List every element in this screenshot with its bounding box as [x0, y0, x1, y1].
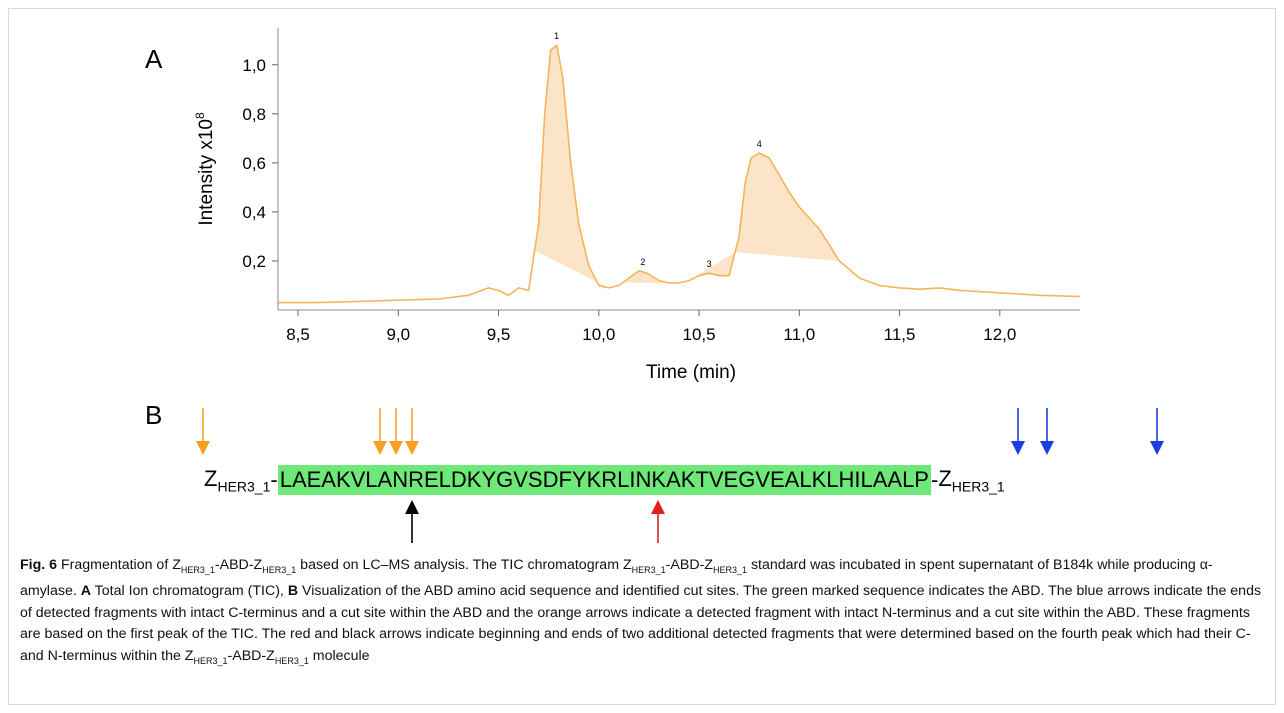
tic-chromatogram: 1 2 3 4 8,5 9,0 9,5 10,0 10,5 11,0 11,5 12,0 0,2 0,… [193, 28, 1081, 383]
y-tick-label: 0,8 [242, 105, 266, 124]
peak-fill-3 [689, 252, 736, 281]
dash-right: - [930, 467, 939, 492]
x-axis-label: Time (min) [646, 362, 736, 383]
caption-fig-number: Fig. 6 [20, 557, 58, 573]
peak-label-3: 3 [707, 259, 712, 269]
x-tick-label: 9,5 [487, 325, 511, 344]
y-tick-label: 0,2 [242, 252, 266, 271]
blue-arrow [1040, 408, 1054, 455]
x-tick-label: 11,0 [783, 325, 815, 344]
abd-sequence: LAEAKVLANRELDKYGVSDFYKRLINKAKTVEGVEALKLH… [277, 465, 931, 495]
z-her3-left: ZHER3_1 [204, 465, 271, 495]
figure-frame [8, 8, 1276, 705]
y-tick-label: 1,0 [242, 56, 266, 75]
orange-arrow [405, 408, 419, 455]
x-tick-label: 8,5 [286, 325, 310, 344]
x-tick-label: 12,0 [983, 325, 1016, 344]
x-tick-label: 11,5 [884, 325, 916, 344]
y-tick-label: 0,4 [242, 203, 266, 222]
peak-label-1: 1 [554, 31, 559, 41]
red-arrow [651, 500, 665, 543]
peak-fill-4 [735, 153, 840, 261]
panel-label-b: B [145, 400, 163, 430]
x-tick-label: 9,0 [386, 325, 410, 344]
peak-label-4: 4 [757, 139, 762, 149]
orange-arrow [373, 408, 387, 455]
black-arrow [405, 500, 419, 543]
x-tick-label: 10,0 [582, 325, 615, 344]
chromatogram-line [278, 44, 1081, 304]
peak-fill-1 [534, 45, 609, 288]
panel-label-a: A [145, 44, 163, 74]
orange-arrow [389, 408, 403, 455]
sequence-row: ZHER3_1 - LAEAKVLANRELDKYGVSDFYKRLINKAKT… [204, 463, 1005, 497]
peak-label-2: 2 [640, 257, 645, 267]
y-axis-label: Intensity x108 [193, 112, 217, 226]
y-axis-label-text: Intensity x10 [196, 119, 217, 226]
blue-arrow [1011, 408, 1025, 455]
orange-arrow [196, 408, 210, 455]
x-tick-label: 10,5 [683, 325, 716, 344]
dash-left: - [270, 467, 278, 492]
blue-arrow [1150, 408, 1164, 455]
y-axis-label-exponent: 8 [193, 112, 207, 119]
z-her3-right: ZHER3_1 [938, 465, 1005, 495]
y-tick-label: 0,6 [242, 154, 266, 173]
figure-caption: Fig. 6 Fragmentation of ZHER3_1-ABD-ZHER… [20, 557, 1262, 666]
